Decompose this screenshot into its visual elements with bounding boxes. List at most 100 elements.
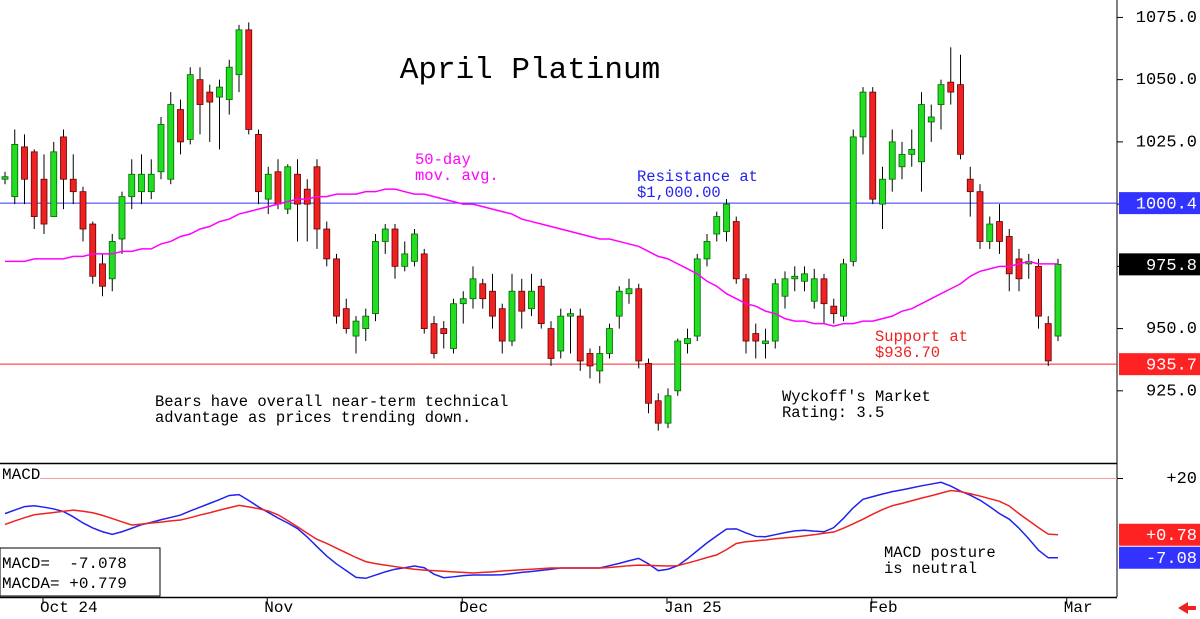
candle-body	[732, 221, 740, 280]
candle-body	[489, 290, 496, 317]
candle-body	[713, 216, 721, 235]
annotation: Rating: 3.5	[782, 404, 884, 422]
candle-body	[606, 328, 613, 354]
candle-body	[635, 288, 643, 362]
candle-body	[420, 253, 428, 329]
candle-body	[479, 283, 487, 300]
candle-body	[966, 178, 974, 193]
candle-body	[947, 81, 955, 93]
candle-body	[177, 109, 184, 143]
candle-body	[723, 203, 730, 232]
candle-body	[118, 196, 126, 240]
candle-body	[323, 228, 331, 260]
value-marker	[1119, 523, 1200, 546]
line-series	[4, 489, 1059, 574]
candle-body	[401, 253, 409, 267]
candle-body	[30, 151, 38, 217]
candle-body	[21, 146, 28, 180]
candle-body	[147, 173, 155, 193]
candle-body	[245, 29, 253, 130]
candle-body	[186, 74, 194, 140]
x-tick-label: Feb	[869, 599, 898, 617]
candle-body	[342, 308, 350, 329]
annotation: MACD posture	[884, 544, 996, 562]
annotation: Resistance at	[637, 168, 758, 186]
candle-body	[430, 323, 438, 354]
y-tick-label: 925.0	[1146, 382, 1197, 401]
price-marker-label: 935.7	[1146, 357, 1197, 376]
x-tick-label: Nov	[264, 599, 293, 617]
candle-body	[333, 258, 340, 317]
candle-body	[654, 400, 662, 424]
candle-body	[216, 86, 223, 98]
line-series	[5, 188, 1058, 327]
candle-body	[450, 303, 457, 349]
candle-body	[89, 223, 97, 277]
line-series	[4, 481, 1059, 580]
candle-body	[752, 333, 760, 342]
candle-body	[303, 188, 311, 205]
y-tick-label: 1025.0	[1136, 133, 1197, 152]
x-tick-label: Mar	[1064, 599, 1093, 617]
candle-body	[664, 395, 672, 424]
candle-body	[684, 338, 691, 344]
candle-body	[986, 223, 994, 242]
candle-body	[976, 191, 984, 242]
candle-body	[1035, 265, 1042, 317]
candle-body	[1054, 263, 1062, 337]
panel-title: MACD	[2, 466, 40, 484]
candle-body	[128, 173, 136, 198]
candle-body	[60, 136, 67, 180]
annotation: Bears have overall near-term technical	[155, 393, 508, 411]
x-tick-label: Oct 24	[40, 599, 98, 617]
candle-body	[586, 353, 594, 367]
value-marker-label: -7.08	[1146, 550, 1197, 569]
candle-body	[1, 176, 9, 180]
candle-body	[157, 124, 165, 173]
candle-body	[645, 363, 652, 404]
candle-body	[167, 104, 175, 180]
candle-body	[781, 278, 789, 297]
candle-body	[50, 151, 58, 217]
annotation: 50-day	[415, 151, 471, 169]
candle-body	[703, 241, 711, 260]
candle-body	[625, 288, 633, 295]
y-tick-label: +20	[1166, 470, 1197, 489]
candle-body	[742, 278, 750, 342]
candle-body	[859, 91, 867, 138]
candle-body	[801, 273, 808, 282]
y-tick-label: 1075.0	[1136, 9, 1197, 28]
candle-body	[264, 173, 272, 200]
candle-body	[674, 340, 682, 392]
candle-body	[996, 221, 1003, 242]
candle-body	[957, 84, 964, 155]
candle-body	[537, 285, 545, 325]
value-marker-label: +0.78	[1146, 527, 1197, 546]
candle-body	[557, 315, 565, 352]
candle-body	[69, 178, 77, 193]
last-price-marker	[1119, 253, 1200, 276]
candle-body	[615, 290, 623, 317]
last-price-marker-label: 975.8	[1146, 257, 1197, 276]
candle-body	[274, 171, 282, 205]
candle-body	[693, 258, 701, 337]
readout-box	[0, 547, 161, 597]
candle-body	[235, 29, 243, 76]
x-tick-label: Dec	[459, 599, 488, 617]
candle-body	[498, 308, 506, 342]
y-tick-label: 950.0	[1146, 320, 1197, 339]
candle-body	[547, 328, 555, 359]
scroll-arrow	[1178, 602, 1196, 614]
candle-body	[225, 66, 233, 100]
candle-body	[908, 148, 916, 155]
readout-text: MACDA= +0.779	[2, 575, 127, 593]
y-tick-label: 1050.0	[1136, 71, 1197, 90]
annotation: Support at	[875, 328, 968, 346]
candle-body	[849, 136, 857, 262]
candle-body	[869, 91, 877, 200]
chart-title: April Platinum	[400, 53, 660, 88]
candle-body	[830, 305, 838, 315]
annotation: advantage as prices trending down.	[155, 409, 471, 427]
